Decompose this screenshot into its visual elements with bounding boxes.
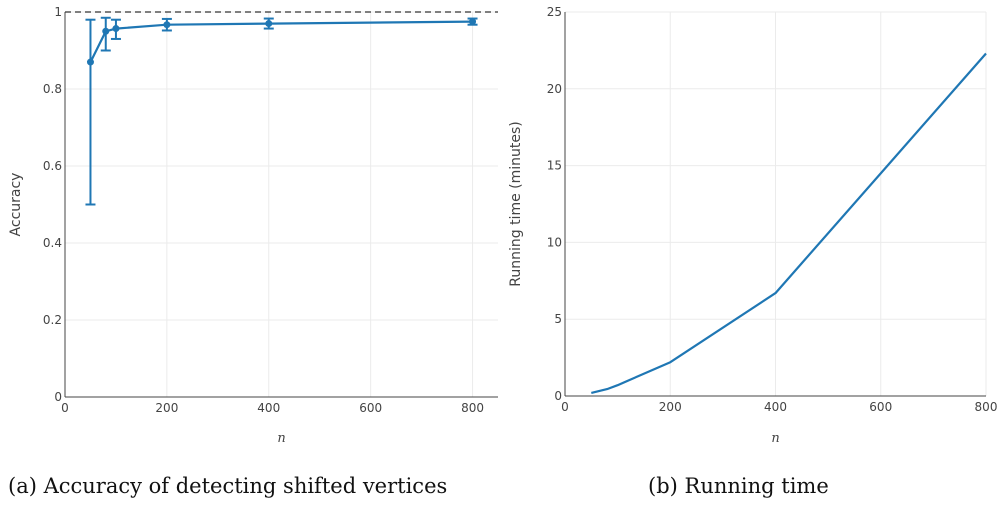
x-axis-title: n (277, 431, 285, 446)
data-point (265, 20, 273, 28)
data-point (86, 58, 94, 66)
x-axis-title: n (771, 431, 779, 446)
x-tick-label: 600 (869, 400, 892, 414)
chart-1: 0 200 400 600 800 0 5 10 15 20 25 n Running time (mi… (508, 5, 997, 446)
data-point (163, 21, 171, 29)
x-tick-label: 800 (461, 401, 484, 415)
x-tick-label: 200 (659, 400, 682, 414)
data-point (469, 18, 477, 26)
x-tick-label: 600 (359, 401, 382, 415)
chart-0: 0 200 400 600 800 0 0.2 0.4 0.6 0.8 1 n Accuracy (8, 5, 498, 446)
x-tick-label: 400 (257, 401, 280, 415)
y-tick-label: 5 (554, 312, 562, 326)
y-tick-label: 0 (54, 390, 62, 404)
x-tick-label: 200 (155, 401, 178, 415)
x-tick-label: 400 (764, 400, 787, 414)
series-line (591, 52, 987, 394)
x-tick-label: 800 (975, 400, 998, 414)
y-tick-label: 0.4 (43, 236, 62, 250)
y-tick-label: 20 (547, 82, 562, 96)
series-line (89, 20, 473, 63)
y-tick-label: 10 (547, 235, 562, 249)
x-tick-label: 0 (61, 401, 69, 415)
y-tick-label: 0.8 (43, 82, 62, 96)
y-tick-label: 0.2 (43, 313, 62, 327)
data-point (112, 25, 120, 33)
y-axis-title: Running time (minutes) (508, 121, 524, 287)
y-tick-label: 0 (554, 389, 562, 403)
caption-accuracy-chart: (a) Accuracy of detecting shifted vertic… (8, 474, 448, 498)
y-tick-label: 0.6 (43, 159, 62, 173)
y-axis-title: Accuracy (8, 173, 24, 237)
y-tick-label: 1 (54, 5, 62, 19)
caption-running-time-chart: (b) Running time (648, 474, 829, 498)
y-tick-label: 25 (547, 5, 562, 19)
data-point (102, 27, 110, 35)
x-tick-label: 0 (561, 400, 569, 414)
y-tick-label: 15 (547, 159, 562, 173)
